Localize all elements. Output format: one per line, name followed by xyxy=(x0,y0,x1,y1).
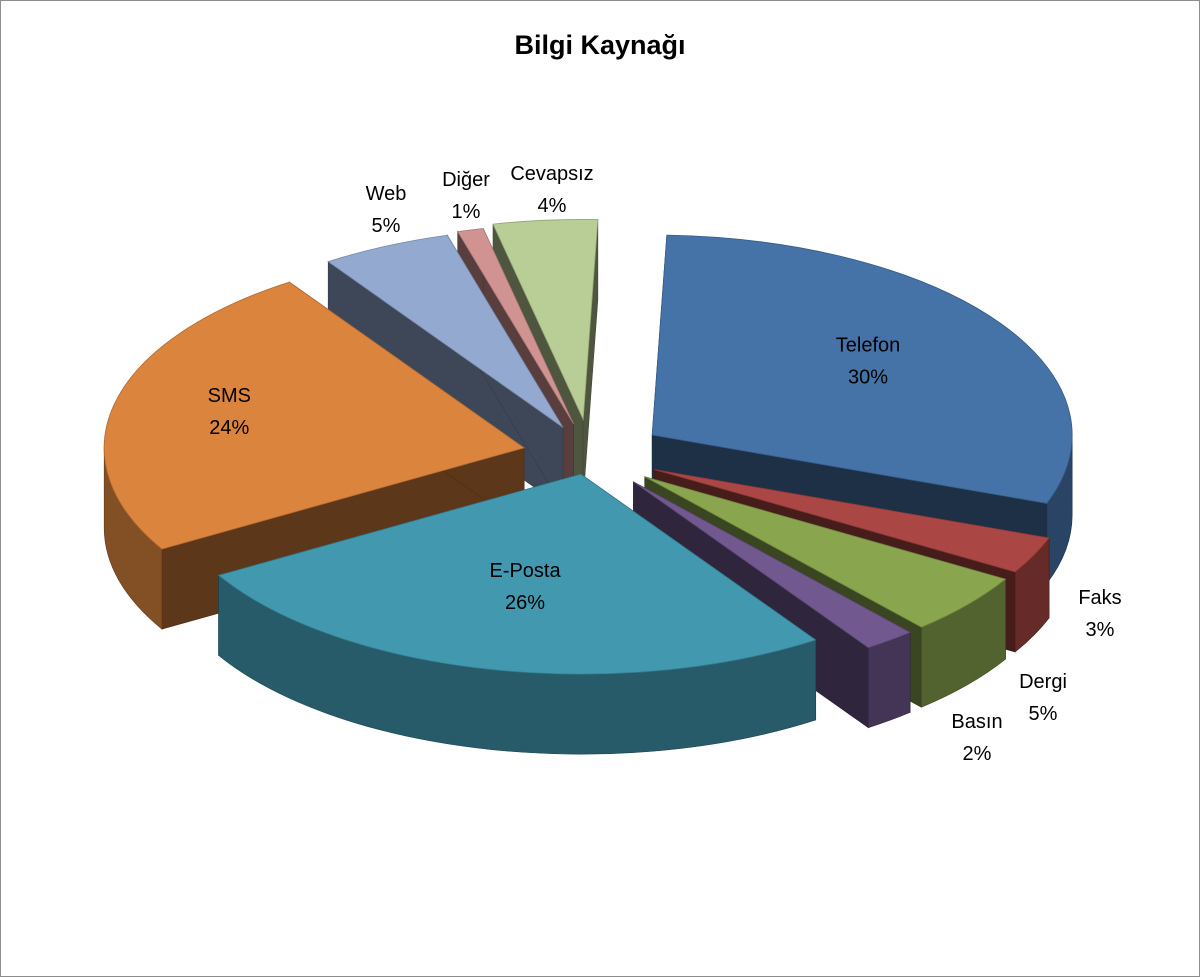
slice-web xyxy=(327,234,564,428)
slice-faks xyxy=(654,469,1050,573)
slice-value-bas-n: 2% xyxy=(963,743,992,765)
slice-label-cevaps-z: Cevapsız xyxy=(510,163,593,185)
slice-label-dergi: Dergi xyxy=(1019,671,1067,693)
slice-telefon xyxy=(651,234,1073,504)
slice-cevaps-z xyxy=(492,219,599,422)
slice-di-er xyxy=(457,228,574,425)
slice-rim-bas-n-0 xyxy=(868,631,911,729)
slice-sms xyxy=(103,281,526,550)
slice-label-telefon: Telefon xyxy=(836,335,901,357)
slice-value-cevaps-z: 4% xyxy=(538,195,567,217)
slice-bas-n xyxy=(633,481,912,649)
slice-value-web: 5% xyxy=(372,215,401,237)
chart-title: Bilgi Kaynağı xyxy=(514,30,686,60)
slice-label-e-posta: E-Posta xyxy=(489,560,561,582)
slice-label-faks: Faks xyxy=(1078,587,1121,609)
slice-label-di-er: Diğer xyxy=(442,169,490,191)
slice-e-posta xyxy=(217,473,817,675)
slice-value-sms: 24% xyxy=(209,417,249,439)
slice-value-dergi: 5% xyxy=(1029,703,1058,725)
slice-value-faks: 3% xyxy=(1086,619,1115,641)
slice-dergi xyxy=(644,476,1007,628)
slice-value-e-posta: 26% xyxy=(505,592,545,614)
slice-label-sms: SMS xyxy=(208,385,251,407)
slice-label-bas-n: Basın xyxy=(951,711,1002,733)
slice-label-web: Web xyxy=(366,183,407,205)
slice-value-di-er: 1% xyxy=(452,201,481,223)
slice-value-telefon: 30% xyxy=(848,367,888,389)
